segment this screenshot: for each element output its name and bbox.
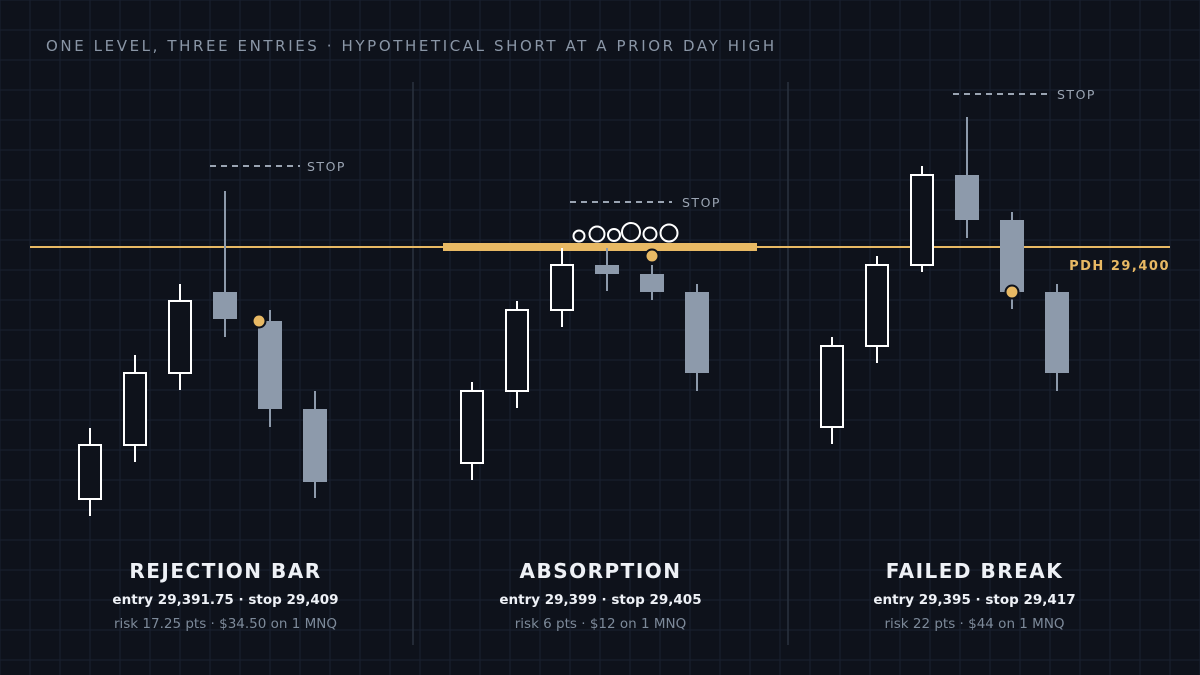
candle	[213, 191, 237, 337]
candle	[78, 428, 102, 516]
panel-dividers	[412, 82, 789, 645]
stop-label: STOP	[1057, 87, 1096, 102]
candle-body-bear	[258, 321, 282, 409]
pdh-level-line: PDH 29,400	[30, 243, 1170, 274]
candle	[550, 248, 574, 327]
candle	[595, 248, 619, 291]
candle-body-bull	[550, 264, 574, 311]
candle-body-bull	[505, 309, 529, 392]
candle	[910, 166, 934, 272]
setup-rejection-bar: REJECTION BAR entry 29,391.75 · stop 29,…	[38, 556, 413, 635]
candle-body-bear	[955, 175, 979, 220]
absorption-print	[642, 226, 658, 242]
candle-body-bear	[213, 292, 237, 319]
absorption-print	[621, 222, 641, 242]
candle-body-bull	[820, 345, 844, 428]
candle	[460, 382, 484, 480]
absorption-print	[588, 225, 606, 243]
setup-name: FAILED BREAK	[885, 559, 1064, 583]
setup-name: ABSORPTION	[519, 559, 682, 583]
candle-body-bear	[685, 292, 709, 373]
setup-risk: risk 22 pts · $44 on 1 MNQ	[884, 616, 1065, 632]
absorption-print	[572, 229, 586, 243]
setup-prices: entry 29,399 · stop 29,405	[499, 592, 702, 608]
annotations-layer: STOP STOP STOP	[210, 87, 1096, 329]
candle	[820, 337, 844, 444]
candle	[505, 301, 529, 408]
absorption-print	[659, 223, 679, 243]
stop-label: STOP	[682, 195, 721, 210]
candle	[303, 391, 327, 498]
candle	[685, 284, 709, 391]
setup-risk: risk 17.25 pts · $34.50 on 1 MNQ	[113, 616, 338, 632]
setup-failed-break: FAILED BREAK entry 29,395 · stop 29,417 …	[787, 556, 1162, 635]
setup-absorption: ABSORPTION entry 29,399 · stop 29,405 ri…	[413, 556, 788, 635]
entry-marker	[1004, 284, 1020, 300]
chart-title: ONE LEVEL, THREE ENTRIES · HYPOTHETICAL …	[46, 37, 777, 55]
candle	[955, 117, 979, 238]
candle-body-bear	[1000, 220, 1024, 292]
candle	[123, 355, 147, 462]
candle-body-bull	[865, 264, 889, 347]
candle	[258, 310, 282, 427]
candles-layer	[78, 117, 1069, 516]
level-label: PDH 29,400	[1069, 259, 1170, 274]
candle-body-bear	[1045, 292, 1069, 373]
candle-body-bull	[460, 390, 484, 464]
stop-label: STOP	[307, 159, 346, 174]
candle-body-bull	[168, 300, 192, 374]
setup-prices: entry 29,391.75 · stop 29,409	[112, 592, 339, 608]
setup-name: REJECTION BAR	[129, 559, 322, 583]
absorption-print	[607, 228, 621, 242]
candle-body-bear	[303, 409, 327, 482]
candle-body-bear	[595, 265, 619, 274]
setup-prices: entry 29,395 · stop 29,417	[873, 592, 1076, 608]
candle	[865, 256, 889, 363]
candle-body-bull	[123, 372, 147, 446]
candle	[168, 284, 192, 390]
setup-risk: risk 6 pts · $12 on 1 MNQ	[514, 616, 687, 632]
absorption-zone	[443, 243, 757, 251]
candle	[640, 265, 664, 300]
candle	[1045, 284, 1069, 391]
entry-marker	[644, 248, 660, 264]
candle-body-bull	[78, 444, 102, 500]
entry-marker	[251, 313, 267, 329]
candle-body-bull	[910, 174, 934, 266]
candle-body-bear	[640, 274, 664, 292]
